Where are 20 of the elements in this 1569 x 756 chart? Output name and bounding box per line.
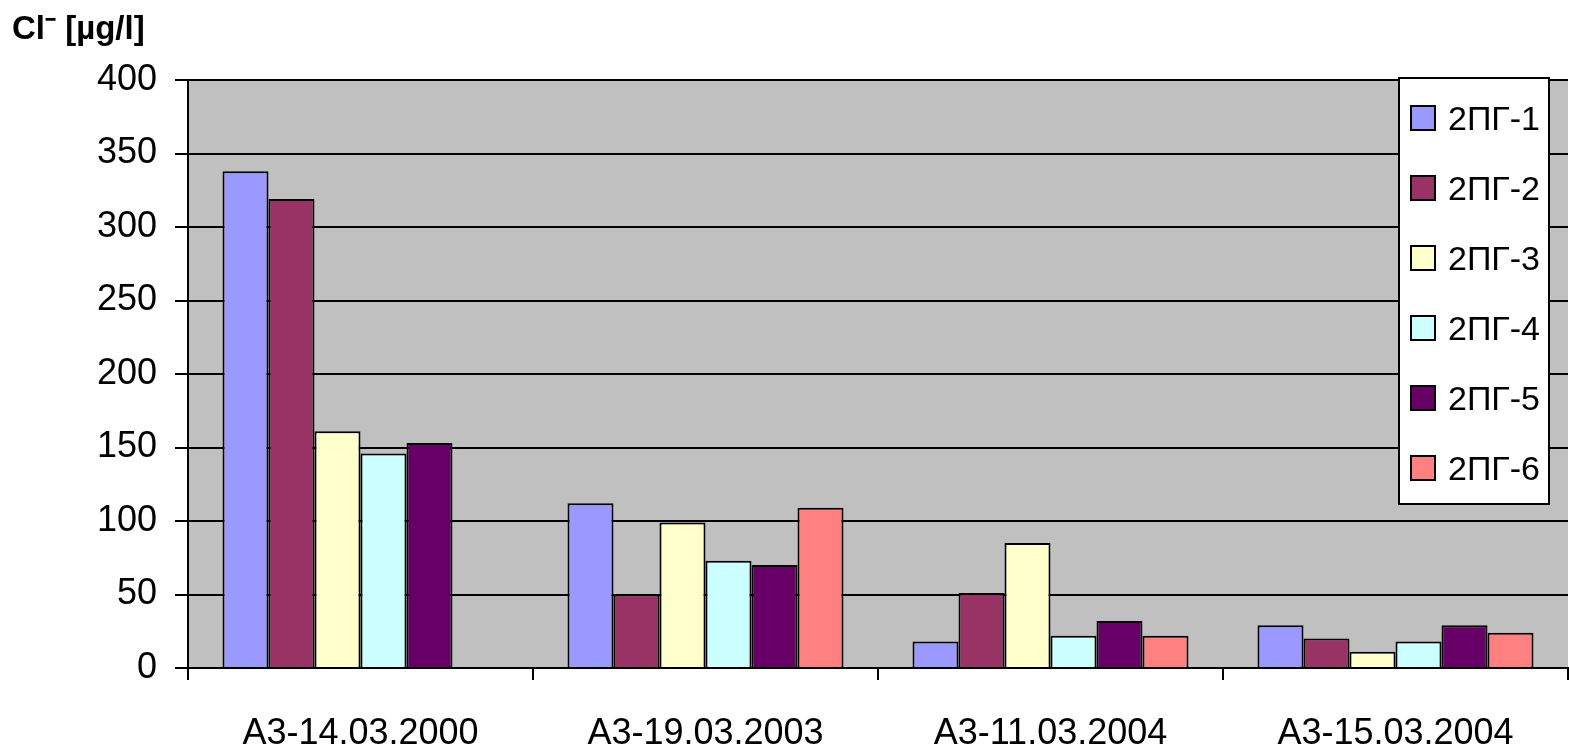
x-tick-label: A3-14.03.2000: [242, 710, 479, 752]
y-tick-label: 0: [136, 644, 157, 686]
legend-label: 2ПГ-6: [1448, 448, 1540, 488]
y-tick-label: 150: [96, 424, 157, 466]
legend-label: 2ПГ-4: [1448, 308, 1540, 348]
legend-label: 2ПГ-1: [1448, 98, 1540, 138]
y-tick-label: 200: [96, 350, 157, 392]
legend-label: 2ПГ-2: [1448, 168, 1540, 208]
y-tick-label: 100: [96, 497, 157, 539]
legend-label: 2ПГ-3: [1448, 238, 1540, 278]
y-tick-label: 50: [116, 571, 157, 613]
x-tick-label: A3-19.03.2003: [587, 710, 824, 752]
y-tick-label: 300: [96, 203, 157, 245]
legend-label: 2ПГ-5: [1448, 378, 1540, 418]
y-tick-label: 350: [96, 130, 157, 172]
x-tick-label: A3-15.03.2004: [1277, 710, 1514, 752]
x-tick-label: A3-11.03.2004: [933, 710, 1168, 752]
y-axis-title: Cl⁻ [µg/l]: [12, 8, 145, 48]
y-tick-label: 250: [96, 277, 157, 319]
y-tick-label: 400: [96, 56, 157, 98]
